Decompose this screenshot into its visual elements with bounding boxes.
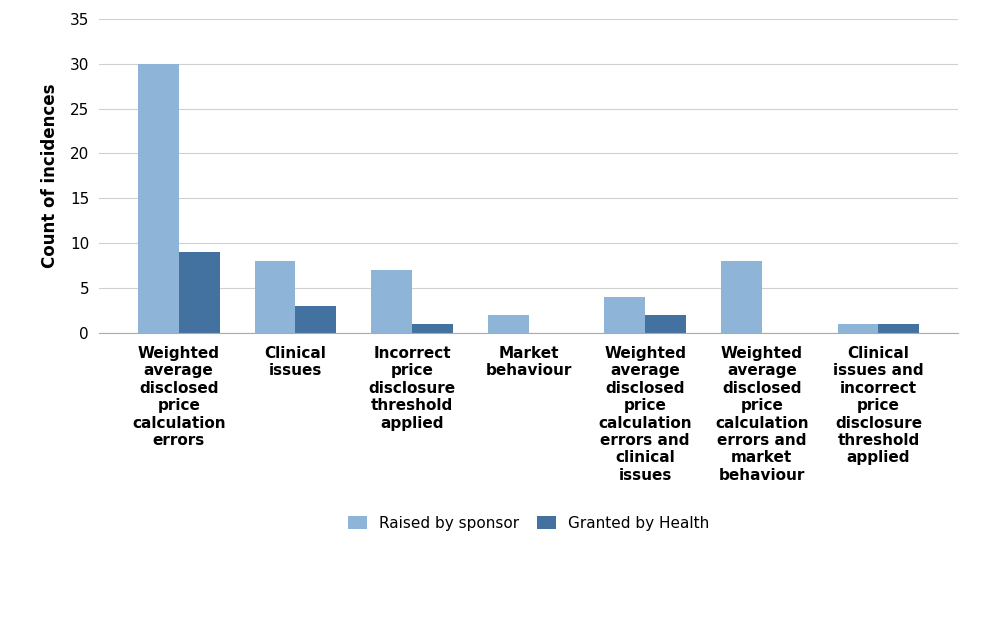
Bar — [721, 261, 762, 333]
Bar — [488, 315, 529, 333]
Bar — [371, 270, 412, 333]
Bar — [645, 315, 686, 333]
Bar — [412, 324, 453, 333]
Bar — [838, 324, 878, 333]
Bar — [878, 324, 919, 333]
Legend: Raised by sponsor, Granted by Health: Raised by sponsor, Granted by Health — [341, 509, 716, 539]
Bar — [179, 252, 219, 333]
Bar — [295, 306, 336, 333]
Bar — [605, 297, 645, 333]
Bar — [138, 63, 179, 333]
Bar — [255, 261, 295, 333]
Y-axis label: Count of incidences: Count of incidences — [41, 84, 58, 268]
